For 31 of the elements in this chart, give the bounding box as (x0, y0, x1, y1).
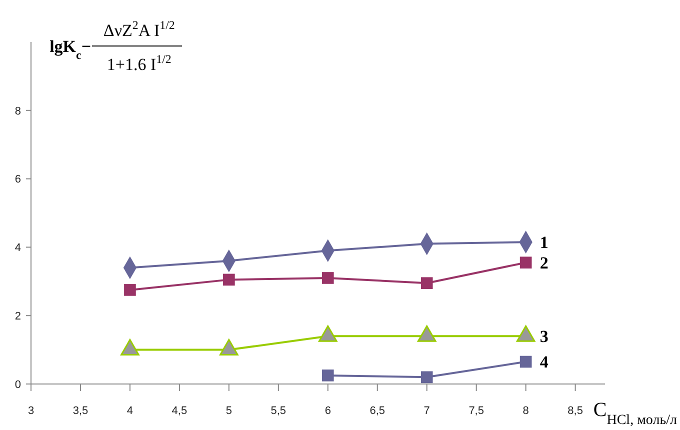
y-tick-label: 2 (14, 310, 21, 322)
x-tick-label: 5 (226, 405, 232, 417)
x-tick-label: 3 (28, 405, 34, 417)
point (322, 272, 334, 284)
series-label: 4 (540, 352, 549, 372)
x-tick-label: 5,5 (270, 405, 286, 417)
x-tick-label: 8 (522, 405, 529, 417)
y-tick-label: 0 (14, 378, 21, 391)
point (322, 370, 334, 382)
x-tick-label: 7,5 (468, 405, 484, 417)
point (520, 256, 532, 269)
point (124, 284, 136, 296)
series-label: 2 (540, 254, 548, 273)
point (420, 371, 433, 384)
y-tick-label: 6 (14, 174, 21, 186)
x-tick-label: 7 (424, 405, 430, 417)
y-tick-label: 4 (14, 242, 21, 254)
x-axis-title: C$_{HCl, моль/л}$ (593, 399, 678, 428)
point (420, 277, 433, 290)
x-tick-label: 6 (324, 405, 331, 417)
series-label: 1 (540, 233, 548, 252)
point (520, 356, 532, 368)
x-tick-label: 6,5 (370, 405, 386, 417)
text: lgK$_{c}$− ΔνZ$^{2}$A I$^{1/2}$ 1+1.6 I$^{1/2}$ (50, 18, 175, 74)
x-tick-label: 3,5 (72, 405, 88, 417)
y-tick-label: 8 (14, 105, 21, 118)
x-tick-label: 4,5 (172, 405, 188, 417)
x-tick-label: 8,5 (568, 405, 583, 417)
point (223, 274, 235, 286)
series-label: 3 (540, 327, 548, 346)
x-tick-label: 4 (126, 405, 134, 417)
